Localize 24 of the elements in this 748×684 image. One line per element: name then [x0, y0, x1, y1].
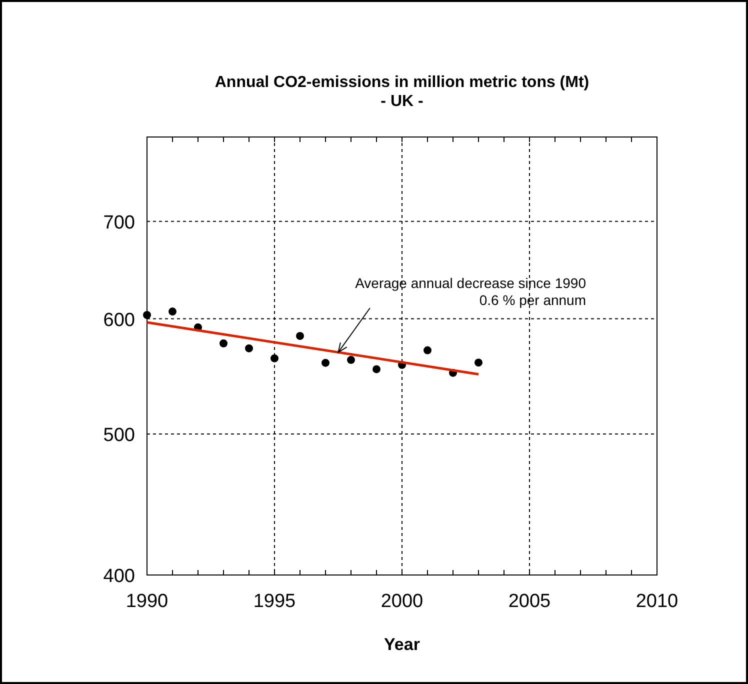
x-tick-label: 2010 [636, 591, 678, 612]
point [245, 344, 253, 352]
y-tick-label: 500 [103, 424, 135, 446]
chart-title: Annual CO2-emissions in million metric tons (Mt) [214, 74, 590, 91]
annotation: Average annual decrease since 1990 0.6 % per annum [355, 275, 586, 308]
point [372, 365, 380, 374]
chart-subtitle: - UK - [380, 93, 424, 110]
point [220, 339, 228, 348]
point [347, 356, 355, 364]
x-axis-title: Year [384, 635, 420, 654]
point [168, 308, 176, 316]
point [270, 354, 278, 362]
point [296, 332, 304, 340]
y-tick-label: 700 [103, 212, 135, 234]
x-tick-label: 1990 [126, 591, 168, 612]
x-tick-label: 2000 [380, 591, 424, 612]
point [322, 358, 330, 367]
x-tick-label: 1995 [253, 591, 296, 612]
y-tick-label: 400 [103, 566, 135, 587]
point [424, 346, 432, 354]
y-tick-label: 600 [103, 310, 135, 331]
point [143, 311, 151, 320]
x-tick-label: 2005 [508, 591, 551, 612]
point [474, 358, 482, 367]
